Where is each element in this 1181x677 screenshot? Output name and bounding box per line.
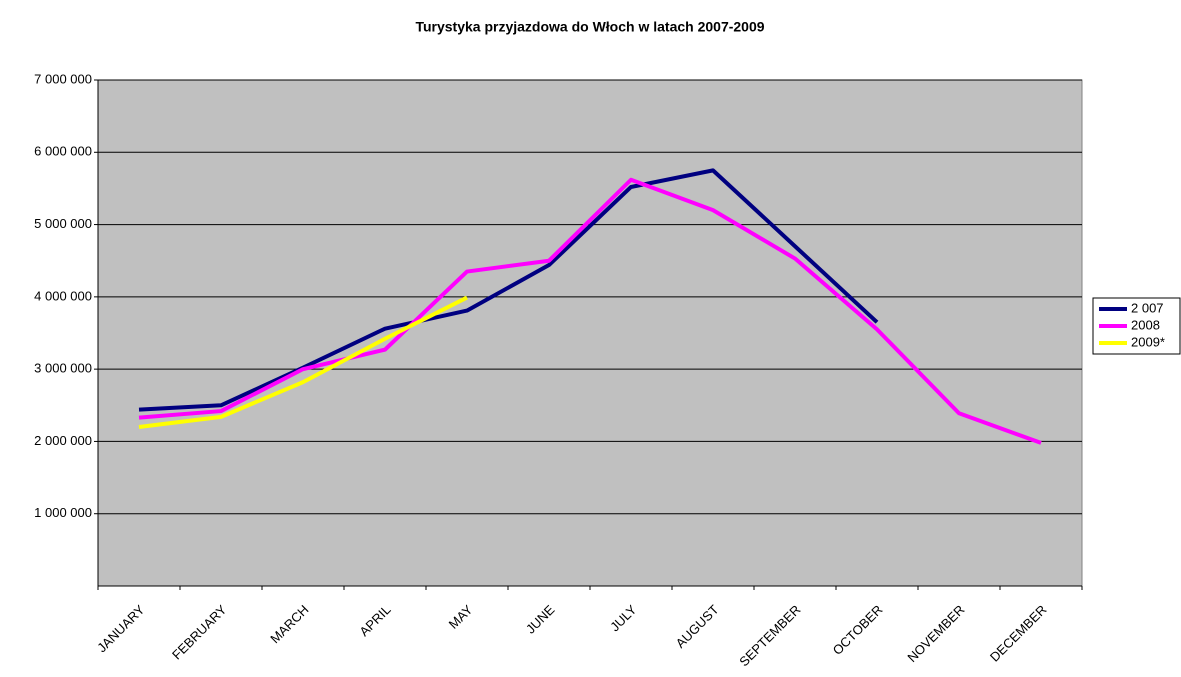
y-tick-label: 4 000 000 [34, 288, 92, 303]
series-line [138, 168, 879, 412]
legend-label: 2009* [1131, 334, 1165, 349]
y-tick-label: 5 000 000 [34, 216, 92, 231]
legend-label: 2008 [1131, 317, 1160, 332]
x-tick-label: JANUARY [94, 602, 148, 656]
series-line [138, 295, 468, 429]
x-tick-label: NOVEMBER [904, 602, 967, 665]
x-tick-label: DECEMBER [987, 602, 1050, 665]
y-tick-label: 6 000 000 [34, 144, 92, 159]
y-tick-label: 1 000 000 [34, 505, 92, 520]
x-tick-label: MAY [446, 602, 476, 632]
x-tick-label: AUGUST [673, 602, 722, 651]
chart-title: Turystyka przyjazdowa do Włoch w latach … [415, 19, 764, 35]
x-tick-label: FEBRUARY [169, 602, 230, 663]
y-tick-label: 7 000 000 [34, 71, 92, 86]
plot-area [97, 79, 1083, 587]
y-tick-label: 3 000 000 [34, 361, 92, 376]
x-tick-label: APRIL [356, 602, 393, 639]
x-tick-label: JULY [607, 602, 640, 635]
y-tick-label: 2 000 000 [34, 433, 92, 448]
x-tick-label: JUNE [523, 602, 558, 637]
x-tick-label: MARCH [267, 602, 311, 646]
series-line [138, 177, 1042, 445]
x-tick-label: OCTOBER [830, 602, 886, 658]
x-tick-label: SEPTEMBER [736, 602, 803, 669]
legend-label: 2 007 [1131, 300, 1164, 315]
